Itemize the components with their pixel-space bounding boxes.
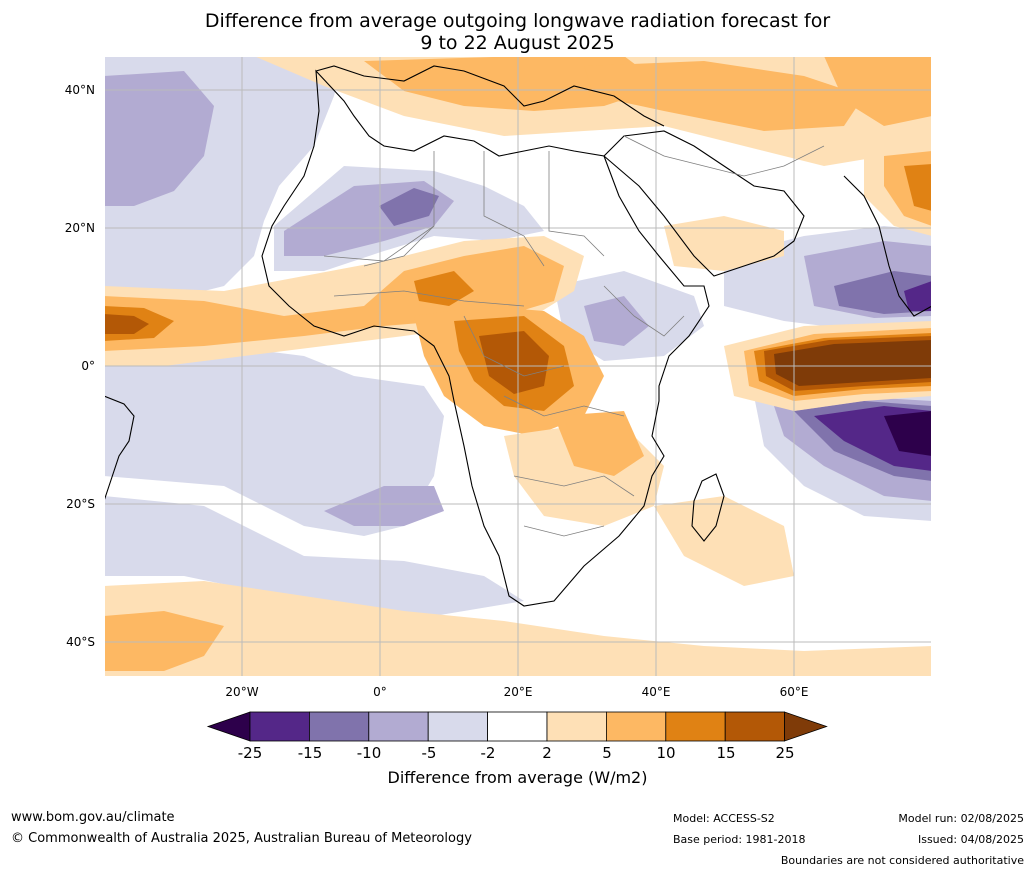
anomaly-orange-south-ocean: [104, 611, 224, 671]
olr-anomaly-map: [103, 56, 933, 677]
anomaly-fields: [104, 56, 932, 677]
copyright-text: © Commonwealth of Australia 2025, Austra…: [11, 831, 472, 846]
country-borders: [323, 135, 825, 537]
map-border: [104, 56, 932, 677]
colorbar-tick: -15: [297, 744, 323, 762]
lon-label-60e: 60°E: [779, 685, 809, 699]
colorbar-segment: [546, 711, 607, 742]
colorbar-tick: -10: [356, 744, 382, 762]
lon-label-40e: 40°E: [641, 685, 671, 699]
lat-label-20s: 20°S: [66, 497, 95, 511]
boundaries-disclaimer: Boundaries are not considered authoritat…: [780, 854, 1024, 867]
coastline-europe: [315, 65, 665, 127]
colorbar-segment: [487, 711, 548, 742]
anomaly-purple-south-atlantic: [324, 486, 444, 526]
colorbar-segment: [606, 711, 667, 742]
anomaly-orange-southern-africa: [554, 411, 644, 476]
colorbar-tick: 10: [656, 744, 676, 762]
lat-label-40n: 40°N: [64, 83, 95, 97]
lat-label-40s: 40°S: [66, 635, 95, 649]
border-sahel-1: [323, 225, 435, 262]
border-central-2: [503, 395, 625, 417]
anomaly-light-purple-south-atlantic: [104, 496, 524, 616]
coastline-madagascar: [691, 473, 725, 542]
border-east-1: [603, 285, 685, 337]
coastline-south-america: [103, 395, 135, 502]
colorbar-tick: -2: [480, 744, 496, 762]
colorbar-tick: 15: [716, 744, 736, 762]
colorbar-tick: -5: [421, 744, 437, 762]
lon-label-0: 0°: [373, 685, 387, 699]
website-link[interactable]: www.bom.gov.au/climate: [11, 810, 175, 825]
colorbar-tick: 5: [602, 744, 612, 762]
border-south-2: [523, 525, 605, 537]
title-line-2: 9 to 22 August 2025: [420, 32, 615, 54]
colorbar-tick: 2: [542, 744, 552, 762]
colorbar-segment: [427, 711, 489, 742]
anomaly-light-orange-arabia: [664, 216, 784, 271]
model-name: Model: ACCESS-S2: [673, 812, 775, 825]
lon-label-20e: 20°E: [503, 685, 533, 699]
colorbar-segments: [206, 711, 828, 742]
anomaly-brown-congo: [479, 331, 549, 394]
anomaly-dark-orange-india: [904, 164, 932, 211]
anomaly-darkest-purple-south-indian: [884, 411, 932, 456]
lon-label-20w: 20°W: [225, 685, 259, 699]
colorbar-label: Difference from average (W/m2): [387, 768, 648, 787]
border-sahel-2: [333, 290, 525, 307]
colorbar-segment: [665, 711, 726, 742]
colorbar-segment: [368, 711, 429, 742]
colorbar-arrow-low: [206, 711, 251, 742]
issued-date: Issued: 04/08/2025: [917, 833, 1024, 846]
anomaly-light-purple-tropical-atlantic: [104, 346, 444, 536]
anomaly-dark-purple-sahara: [379, 188, 439, 226]
colorbar-arrow-high: [784, 711, 828, 742]
map-title: Difference from average outgoing longwav…: [0, 10, 1035, 54]
colorbar-segment: [308, 711, 370, 742]
anomaly-purple-east-africa: [584, 296, 649, 346]
anomaly-deep-purple-arabian-sea: [904, 281, 932, 311]
colorbar-tick: -25: [237, 744, 263, 762]
border-central-1: [463, 315, 565, 377]
border-north-africa-3: [548, 151, 605, 257]
anomaly-orange-iran: [824, 56, 932, 126]
anomaly-brown-west-atlantic: [104, 314, 149, 334]
colorbar-segment: [724, 711, 786, 742]
map-canvas: [103, 56, 933, 677]
coastline-africa: [261, 69, 710, 607]
coastlines: [103, 65, 933, 607]
coastline-arabia: [603, 130, 805, 277]
anomaly-dark-orange-sahel: [414, 271, 474, 306]
model-run-date: Model run: 02/08/2025: [898, 812, 1024, 825]
colorbar-tick: 25: [775, 744, 795, 762]
border-middle-east: [623, 135, 825, 177]
anomaly-darkest-brown-indian-ocean: [774, 340, 932, 386]
base-period: Base period: 1981-2018: [673, 833, 806, 846]
graticule: [104, 56, 932, 677]
anomaly-purple-north-atlantic: [104, 71, 214, 206]
lat-label-equator: 0°: [81, 359, 95, 373]
coastline-india: [843, 175, 933, 317]
border-north-africa-2: [483, 151, 545, 267]
anomaly-light-orange-madagascar: [654, 496, 794, 586]
colorbar-segment: [249, 711, 310, 742]
border-south-1: [513, 475, 635, 497]
title-line-1: Difference from average outgoing longwav…: [204, 10, 831, 32]
lat-label-20n: 20°N: [64, 221, 95, 235]
